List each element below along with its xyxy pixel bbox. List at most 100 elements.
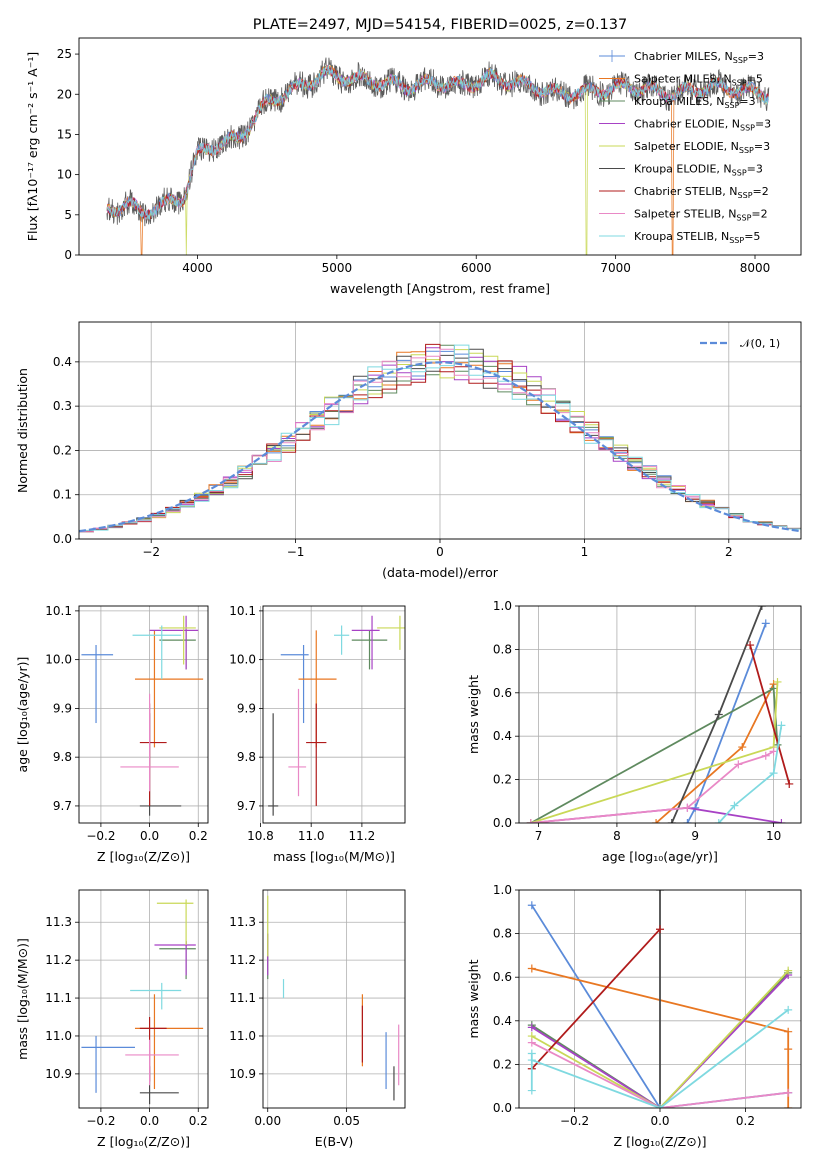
plot-area: [81, 615, 204, 816]
x-tick-label: 0: [436, 545, 444, 559]
plot-area: [81, 899, 204, 1105]
plot-area: [106, 57, 770, 255]
weight-marker-7-1: [683, 803, 692, 812]
y-tick-label: 9.7: [237, 799, 256, 813]
weight-marker-8-3: [777, 721, 786, 730]
legend-suffix: =5: [747, 73, 763, 86]
plot-area: [526, 606, 794, 823]
weight-marker-8-3: [656, 1104, 664, 1108]
x-tick-label: 11.2: [349, 829, 376, 843]
weight-marker-7-0: [526, 819, 535, 823]
x-tick-label: 2: [725, 545, 733, 559]
y-tick-label: 10.0: [45, 653, 72, 667]
x-tick-label: 0.0: [140, 829, 159, 843]
legend-name: Chabrier STELIB, N: [634, 185, 738, 198]
y-axis-label: mass weight: [466, 675, 481, 754]
y-tick-label: 10.1: [229, 604, 256, 618]
legend-sub: SSP: [724, 101, 739, 110]
weight-line-3: [531, 974, 789, 1108]
y-tick-label: 10.0: [229, 653, 256, 667]
errorbar-point-0: [81, 645, 114, 724]
plot-area: [268, 615, 405, 816]
y-tick-label: 10: [57, 168, 72, 182]
legend-name: Kroupa ELODIE, N: [634, 163, 732, 176]
x-axis-label: E(B-V): [315, 1134, 354, 1149]
y-tick-label: 0.4: [493, 729, 512, 743]
weight-marker-5-0: [667, 819, 676, 823]
weight-marker-7-0: [527, 1038, 536, 1047]
axes-frame: [262, 889, 406, 1109]
x-tick-label: 0.2: [189, 829, 208, 843]
y-tick-label: 11.0: [229, 1029, 256, 1043]
y-tick-label: 0.2: [493, 773, 512, 787]
y-tick-label: 1.0: [493, 599, 512, 613]
axes-frame: [78, 37, 802, 256]
weight-marker-8-1: [730, 801, 739, 810]
x-tick-label: 0.0: [650, 1114, 669, 1128]
y-tick-label: 0.6: [493, 686, 512, 700]
x-tick-label: 11.0: [298, 829, 325, 843]
x-tick-label: 7: [535, 829, 543, 843]
weight-marker-1-1: [738, 743, 747, 752]
x-tick-label: −2: [142, 545, 160, 559]
x-tick-label: 10: [766, 829, 781, 843]
legend-name: Salpeter ELODIE, N: [634, 140, 739, 153]
weight-marker-6-1: [656, 925, 664, 934]
x-tick-label: 8: [613, 829, 621, 843]
x-tick-label: −1: [287, 545, 305, 559]
errorbar-point-8: [130, 982, 182, 1010]
legend-entry-6: Chabrier STELIB, NSSP=2: [634, 185, 769, 200]
weight-marker-3-0: [527, 1023, 536, 1032]
legend-suffix: =3: [739, 95, 755, 108]
errorbar-point-3: [149, 615, 199, 670]
y-axis-label: Flux [fλ10⁻¹⁷ erg cm⁻² s⁻¹ A⁻¹]: [25, 52, 40, 241]
y-tick-label: 0.2: [493, 1057, 512, 1071]
x-tick-label: −0.2: [86, 1114, 115, 1128]
errorbar-point-5: [268, 713, 279, 816]
legend-suffix: =3: [755, 118, 771, 131]
legend-entry-5: Kroupa ELODIE, NSSP=3: [634, 163, 763, 178]
panel-weight-vs-age: 7 8 9 10 0.0 0.2 0.4 0.6 0.8 1.0 age [log₁₀(age/yr…: [466, 599, 802, 864]
weight-marker-0-2: [761, 619, 770, 628]
weight-marker-6-0: [746, 641, 755, 650]
axes-frame: [78, 889, 209, 1109]
x-tick-label: 0.0: [140, 1114, 159, 1128]
panel-mass-vs-EBV: 0.00 0.05 10.9 11.0 11.1 11.2 11.3 E(B-V): [229, 889, 406, 1149]
legend-name: Kroupa STELIB, N: [634, 230, 729, 243]
chart-title: PLATE=2497, MJD=54154, FIBERID=0025, z=0…: [253, 17, 627, 33]
legend-entry-4: Salpeter ELODIE, NSSP=3: [634, 140, 770, 155]
legend-label: 𝒩(0, 1): [740, 337, 780, 350]
weight-line-4: [531, 970, 789, 1108]
weight-marker-1-3: [784, 1104, 793, 1108]
x-axis-label: mass [log₁₀(M/M⊙)]: [273, 849, 395, 864]
y-tick-label: 0.1: [53, 488, 72, 502]
x-tick-label: 5000: [322, 261, 353, 275]
x-tick-label: 0.00: [254, 1114, 281, 1128]
errorbar-point-7: [120, 693, 179, 792]
y-tick-label: 0.8: [493, 642, 512, 656]
y-tick-label: 0.0: [493, 816, 512, 830]
y-tick-label: 10.9: [229, 1067, 256, 1081]
x-tick-label: −0.2: [86, 829, 115, 843]
y-tick-label: 0.0: [493, 1101, 512, 1115]
y-tick-label: 0.3: [53, 399, 72, 413]
errorbar-point-0: [81, 1035, 135, 1093]
legend-entry-1: Salpeter MILES, NSSP=5: [634, 73, 763, 88]
legend-name: Chabrier MILES, N: [634, 50, 733, 63]
weight-marker-5-1: [714, 710, 723, 719]
weight-line-2: [531, 972, 789, 1108]
y-tick-label: 0.2: [53, 443, 72, 457]
weight-marker-0-0: [683, 819, 692, 823]
x-axis-label: age [log₁₀(age/yr)]: [602, 849, 718, 864]
x-tick-label: 8000: [740, 261, 771, 275]
axes-frame: [262, 605, 406, 824]
legend-sub: SSP: [738, 191, 753, 200]
y-axis-label: mass [log₁₀(M/M⊙)]: [15, 938, 30, 1060]
errorbar-point-8: [132, 625, 182, 680]
legend-entry-2: Kroupa MILES, NSSP=3: [634, 95, 756, 110]
x-tick-label: 0.05: [333, 1114, 360, 1128]
normal-curve: [79, 361, 801, 533]
errorbar-point-4: [156, 899, 194, 945]
legend-name: Kroupa MILES, N: [634, 95, 724, 108]
